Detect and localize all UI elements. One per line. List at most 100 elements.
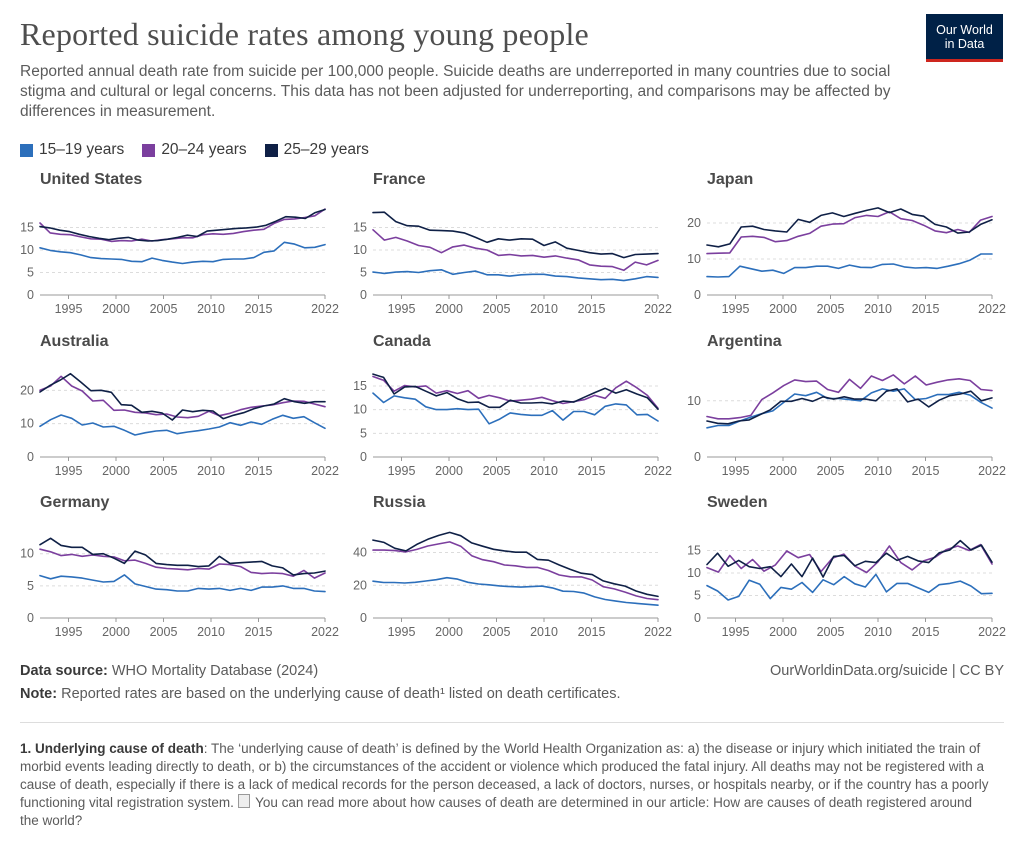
series-line xyxy=(39,241,326,265)
x-tick-label: 1995 xyxy=(55,302,83,316)
divider xyxy=(20,722,1004,723)
series-line xyxy=(39,574,326,593)
legend-swatch xyxy=(142,143,156,157)
x-tick-label: 2000 xyxy=(435,464,463,478)
x-tick-label: 2000 xyxy=(769,464,797,478)
y-tick-label: 0 xyxy=(694,611,701,625)
legend-item-20-24[interactable]: 20–24 years xyxy=(142,141,247,159)
x-tick-label: 2015 xyxy=(912,464,940,478)
series-line xyxy=(706,543,993,574)
y-tick-label: 20 xyxy=(687,216,701,230)
series-line xyxy=(39,537,326,576)
y-tick-label: 0 xyxy=(27,611,34,625)
x-tick-label: 1995 xyxy=(388,464,416,478)
series-line xyxy=(372,576,659,607)
series-line xyxy=(372,211,659,259)
x-tick-label: 2022 xyxy=(644,464,672,478)
panel-title: Canada xyxy=(373,333,431,350)
y-tick-label: 10 xyxy=(353,403,367,417)
x-tick-label: 2015 xyxy=(245,625,273,639)
series-line xyxy=(372,531,659,598)
y-tick-label: 5 xyxy=(360,426,367,440)
x-tick-label: 2022 xyxy=(978,625,1006,639)
series-line xyxy=(706,539,993,578)
data-source-text[interactable]: WHO Mortality Database (2024) xyxy=(111,663,319,679)
legend: 15–19 years 20–24 years 25–29 years xyxy=(20,141,369,159)
x-tick-label: 2010 xyxy=(197,464,225,478)
series-line xyxy=(372,268,659,282)
source-url[interactable]: OurWorldinData.org/suicide | CC BY xyxy=(770,663,1004,679)
x-tick-label: 2022 xyxy=(311,464,339,478)
y-tick-label: 10 xyxy=(687,394,701,408)
x-tick-label: 2000 xyxy=(102,464,130,478)
panel-title: Australia xyxy=(40,333,109,350)
x-tick-label: 2005 xyxy=(150,464,178,478)
footnote-text: : The ‘underlying cause of death’ is def… xyxy=(20,741,989,810)
x-tick-label: 2005 xyxy=(483,302,511,316)
x-tick-label: 1995 xyxy=(722,625,750,639)
y-tick-label: 10 xyxy=(687,252,701,266)
note-label: Note: xyxy=(20,686,58,702)
chart-subtitle: Reported annual death rate from suicide … xyxy=(20,63,891,120)
x-tick-label: 2010 xyxy=(864,302,892,316)
series-line xyxy=(39,372,326,421)
series-line xyxy=(706,388,993,425)
x-tick-label: 2005 xyxy=(150,302,178,316)
footnote-text-2[interactable]: You can read more about how causes of de… xyxy=(20,795,973,828)
x-tick-label: 2005 xyxy=(150,625,178,639)
x-tick-label: 2015 xyxy=(578,625,606,639)
series-line xyxy=(372,375,659,410)
footnote: 1. Underlying cause of death: The ‘under… xyxy=(20,740,990,830)
y-tick-label: 5 xyxy=(694,589,701,603)
x-tick-label: 2010 xyxy=(864,625,892,639)
series-line xyxy=(39,208,326,242)
x-tick-label: 2022 xyxy=(644,302,672,316)
series-line xyxy=(372,229,659,272)
y-tick-label: 10 xyxy=(687,566,701,580)
x-tick-label: 2000 xyxy=(102,625,130,639)
x-tick-label: 1995 xyxy=(722,302,750,316)
legend-item-15-19[interactable]: 15–19 years xyxy=(20,141,124,159)
x-tick-label: 2010 xyxy=(864,464,892,478)
panel-title: Sweden xyxy=(707,494,767,511)
y-tick-label: 0 xyxy=(360,288,367,302)
panel-title: Argentina xyxy=(707,333,782,350)
x-tick-label: 2010 xyxy=(197,302,225,316)
series-line xyxy=(39,414,326,436)
x-tick-label: 2005 xyxy=(817,625,845,639)
x-tick-label: 2000 xyxy=(435,302,463,316)
x-tick-label: 2005 xyxy=(817,302,845,316)
x-tick-label: 2022 xyxy=(978,464,1006,478)
series-line xyxy=(706,211,993,255)
y-tick-label: 0 xyxy=(27,450,34,464)
legend-swatch xyxy=(264,143,278,157)
x-tick-label: 2015 xyxy=(245,302,273,316)
legend-item-25-29[interactable]: 25–29 years xyxy=(264,141,369,159)
x-tick-label: 2022 xyxy=(311,302,339,316)
series-line xyxy=(39,375,326,419)
note-text: Reported rates are based on the underlyi… xyxy=(61,686,621,702)
series-line xyxy=(706,573,993,601)
series-line xyxy=(706,388,993,429)
series-line xyxy=(706,253,993,278)
series-line xyxy=(706,207,993,248)
x-tick-label: 2000 xyxy=(102,302,130,316)
x-tick-label: 1995 xyxy=(388,625,416,639)
series-line xyxy=(372,541,659,601)
owid-logo[interactable]: Our World in Data xyxy=(926,14,1003,62)
y-tick-label: 10 xyxy=(353,243,367,257)
panel-title: Russia xyxy=(373,494,426,511)
x-tick-label: 2005 xyxy=(483,464,511,478)
y-tick-label: 40 xyxy=(353,546,367,560)
footnote-label: 1. Underlying cause of death xyxy=(20,741,204,756)
x-tick-label: 2022 xyxy=(978,302,1006,316)
x-tick-label: 2022 xyxy=(644,625,672,639)
x-tick-label: 1995 xyxy=(388,302,416,316)
note: Note: Reported rates are based on the un… xyxy=(20,686,621,702)
y-tick-label: 0 xyxy=(360,611,367,625)
series-line xyxy=(372,392,659,425)
x-tick-label: 1995 xyxy=(55,464,83,478)
x-tick-label: 2000 xyxy=(769,625,797,639)
x-tick-label: 2015 xyxy=(578,464,606,478)
